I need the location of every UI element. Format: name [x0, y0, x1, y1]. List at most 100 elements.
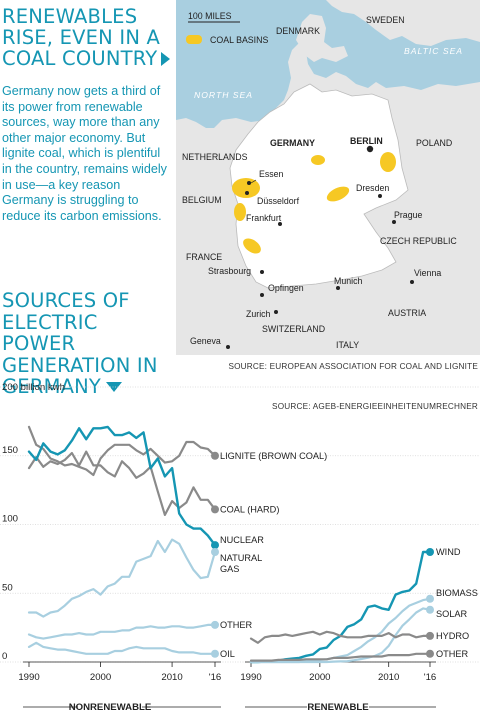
coal-basin-leipzig	[326, 186, 350, 202]
country-label-austria: AUSTRIA	[388, 308, 426, 318]
x-tick-label: 2000	[309, 672, 330, 683]
city-label-zurich: Zurich	[246, 309, 271, 319]
city-label-geneva: Geneva	[190, 336, 221, 346]
country-label-france: FRANCE	[186, 252, 222, 262]
chart-heading-text: SOURCES OF ELECTRIC POWER GENERATION IN …	[2, 289, 158, 398]
y-tick-label: 150	[2, 445, 18, 456]
x-tick-label: 2000	[90, 672, 111, 683]
country-label-switzerland: SWITZERLAND	[262, 324, 325, 334]
germany-map: COAL BASINS 100 MILES BALTIC SEA NORTH S…	[176, 0, 480, 355]
series-line-other	[27, 623, 217, 640]
series-label: OTHER	[436, 649, 469, 659]
city-label-munich: Munich	[334, 276, 362, 286]
city-label-opfingen: Opfingen	[268, 283, 304, 293]
coal-basin-rhine-2	[234, 203, 246, 221]
city-dot-dusseldorf	[245, 191, 249, 195]
y-axis-unit-label: 200 billion kwh	[2, 382, 65, 393]
sea-label-baltic: BALTIC SEA	[404, 46, 463, 56]
scale-label: 100 MILES	[188, 11, 232, 21]
chart-heading: SOURCES OF ELECTRIC POWER GENERATION IN …	[2, 290, 177, 398]
city-label-frankfurt: Frankfurt	[246, 213, 282, 223]
x-tick-label: '16	[209, 672, 222, 683]
series-label: NATURAL GAS	[220, 553, 262, 574]
series-label: OTHER	[220, 620, 253, 630]
country-label-netherlands: NETHERLANDS	[182, 152, 248, 162]
series-end-dot	[211, 548, 219, 556]
power-generation-chart: 200 billion kwh 150 100 50 0 1990 2000 2010 '16 N…	[0, 382, 480, 713]
arrow-down-icon	[106, 382, 123, 392]
city-dot-prague	[392, 220, 396, 224]
map-land-denmark	[296, 14, 348, 62]
series-label: NUCLEAR	[220, 535, 264, 545]
city-leader-essen	[250, 179, 257, 184]
country-label-italy: ITALY	[336, 340, 359, 350]
country-label-germany: GERMANY	[270, 138, 315, 148]
series-label: COAL (HARD)	[220, 504, 279, 514]
coal-basin-lusatia	[380, 152, 396, 172]
series-end-dot	[211, 505, 219, 514]
series-end-dot	[426, 594, 434, 603]
x-tick-label: 1990	[240, 672, 261, 683]
city-label-vienna: Vienna	[414, 268, 441, 278]
city-dot-munich	[336, 286, 340, 290]
series-end-dot	[211, 649, 219, 658]
series-line-solar	[249, 607, 432, 664]
panel-label-nonrenewable: NONRENEWABLE	[69, 702, 152, 713]
coal-basins-swatch	[186, 35, 202, 44]
panel-label-background	[307, 701, 369, 713]
series-line-nuclear	[27, 425, 217, 547]
city-label-strasbourg: Strasbourg	[208, 266, 251, 276]
series-line-wind	[249, 550, 432, 664]
city-dot-geneva	[226, 345, 230, 349]
coal-basin-saar	[243, 238, 261, 254]
series-line-natural-gas	[27, 538, 217, 618]
city-label-dresden: Dresden	[356, 183, 389, 193]
panel-label-renewable: RENEWABLE	[307, 702, 369, 713]
series-line-biomass	[249, 597, 432, 664]
series-end-dot	[211, 451, 219, 460]
city-dot-dresden	[378, 194, 382, 198]
chart-source: SOURCE: AGEB-ENERGIEEINHEITENUMRECHNER	[272, 402, 478, 411]
series-label: BIOMASS	[436, 588, 478, 598]
series-end-dot	[211, 620, 219, 629]
series-line-other	[249, 652, 432, 662]
city-dot-strasbourg	[260, 270, 264, 274]
city-label-dusseldorf: Düsseldorf	[257, 196, 300, 206]
series-label: SOLAR	[436, 609, 468, 619]
y-tick-label: 50	[2, 582, 13, 593]
headline-text: RENEWABLES RISE, EVEN IN A COAL COUNTRY	[2, 5, 161, 70]
city-dot-vienna	[410, 280, 414, 284]
map-source: SOURCE: EUROPEAN ASSOCIATION FOR COAL AN…	[228, 362, 478, 371]
series-end-dot	[426, 631, 434, 640]
map-germany	[229, 83, 409, 289]
coal-basin-central	[311, 155, 325, 165]
headline: RENEWABLES RISE, EVEN IN A COAL COUNTRY	[2, 6, 172, 69]
x-tick-label: 1990	[18, 672, 39, 683]
country-label-poland: POLAND	[416, 138, 452, 148]
series-end-dot	[426, 548, 434, 556]
city-dot-zurich	[274, 310, 278, 314]
arrow-right-icon	[161, 52, 171, 66]
city-label-berlin: BERLIN	[350, 136, 383, 146]
x-tick-label: 2010	[378, 672, 399, 683]
series-end-dot	[426, 605, 434, 614]
city-dot-berlin	[366, 145, 374, 153]
x-tick-label: '16	[424, 672, 437, 683]
city-dot-opfingen	[260, 293, 264, 297]
city-label-essen: Essen	[259, 169, 284, 179]
coal-basins-legend: COAL BASINS	[210, 35, 268, 45]
series-label: LIGNITE (BROWN COAL)	[220, 451, 327, 461]
city-dot-frankfurt	[278, 222, 282, 226]
series-line-oil	[27, 641, 217, 655]
city-dot-essen	[247, 181, 251, 185]
y-tick-label: 0	[2, 651, 7, 662]
country-label-denmark: DENMARK	[276, 26, 320, 36]
intro-text: Germany now gets a third of its power fr…	[2, 84, 167, 223]
series-line-coal-hard	[27, 450, 217, 516]
country-label-belgium: BELGIUM	[182, 195, 222, 205]
series-label: WIND	[436, 547, 461, 557]
series-label: OIL	[220, 649, 235, 659]
country-label-sweden: SWEDEN	[366, 15, 405, 25]
series-end-dot	[426, 649, 434, 658]
coal-basin-rhine-1	[232, 178, 260, 198]
